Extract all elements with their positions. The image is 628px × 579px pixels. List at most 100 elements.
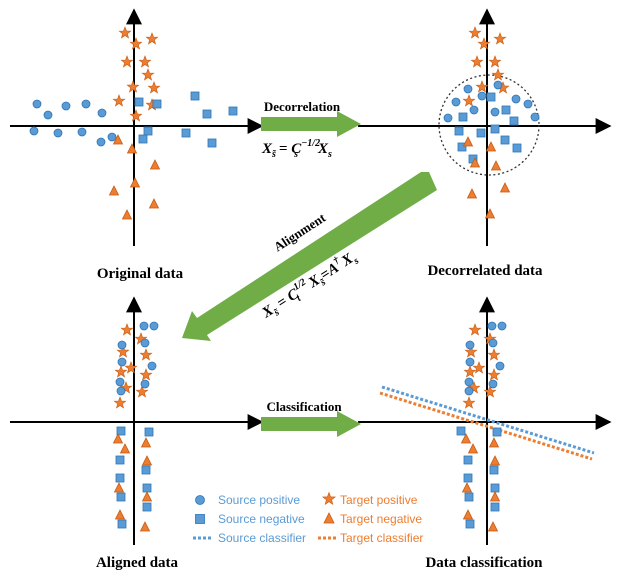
target-positive-point [129,37,143,50]
source-negative-point [486,92,496,102]
target-negative-point [149,159,161,170]
target-positive-point [468,323,482,336]
source-positive-point [115,377,125,387]
target-positive-point [475,80,489,93]
star-shape [321,491,337,506]
source-positive-point [443,113,453,123]
target-positive-point [491,68,505,81]
legend-source-positive: Source positive [218,493,300,507]
target-negative-point [114,509,126,520]
target-positive-point [472,361,486,374]
target-negative-point [112,134,124,145]
source-negative-point [142,483,152,493]
target-positive-point [120,55,134,68]
source-negative-point [202,109,212,119]
target-positive-point [463,365,477,378]
target-positive-point [477,37,491,50]
source-negative-point [490,124,500,134]
source-negative-point [456,426,466,436]
target-negative-point [113,482,125,493]
classification-arrow [261,411,361,437]
target-negative-point [469,157,481,168]
source-positive-point [116,386,126,396]
source-negative-point [457,142,467,152]
target-positive-point [468,26,482,39]
decorrelation-circle [438,74,540,176]
legend-source-negative-icon [195,514,205,524]
target-negative-point [119,443,131,454]
source-positive-point [61,101,71,111]
panel-classified-axes [358,296,612,545]
panel-aligned-axes [10,296,264,545]
source-negative-point [115,455,125,465]
source-negative-point [190,91,200,101]
source-negative-point [116,492,126,502]
target-negative-point [460,433,472,444]
target-negative-point [485,141,497,152]
source-positive-point [463,84,473,94]
source-negative-point [492,427,502,437]
target-negative-point [139,521,151,532]
source-negative-point [501,105,511,115]
source-positive-point [523,99,533,109]
target-negative-point [126,143,138,154]
source-positive-point [488,379,498,389]
source-positive-point [53,128,63,138]
target-positive-point [139,368,153,381]
legend-target-classifier: Target classifier [340,531,423,545]
target-negative-point [148,198,160,209]
target-positive-point [119,381,133,394]
caption-aligned: Aligned data [96,555,179,571]
source-negative-point [489,465,499,475]
legend: Source positive Source negative Source c… [193,491,423,545]
source-negative-point [490,502,500,512]
classification-label: Classification [266,399,342,414]
source-positive-point [487,321,497,331]
target-positive-point [488,55,502,68]
panel-decorrelated-points [443,26,540,219]
source-positive-point [97,108,107,118]
target-negative-point [490,160,502,171]
source-positive-point [469,105,479,115]
legend-source-classifier: Source classifier [218,531,306,545]
target-positive-point [114,365,128,378]
target-positive-point [135,385,149,398]
source-negative-point [141,465,151,475]
source-positive-point [497,321,507,331]
source-positive-point [140,379,150,389]
source-positive-point [32,99,42,109]
panel-aligned-points [112,321,159,532]
source-positive-point [490,107,500,117]
source-positive-point [117,340,127,350]
source-positive-point [488,338,498,348]
target-negative-point [487,521,499,532]
target-positive-point [147,81,161,94]
target-positive-point [129,109,143,122]
source-positive-point [530,112,540,122]
source-negative-point [476,128,486,138]
target-positive-point [462,94,476,107]
source-negative-point [463,455,473,465]
source-positive-point [495,361,505,371]
source-positive-point [107,132,117,142]
target-negative-point [141,455,153,466]
legend-source-positive-icon [195,495,205,505]
source-positive-point [77,127,87,137]
source-positive-point [117,357,127,367]
source-positive-point [149,321,159,331]
source-negative-point [207,138,217,148]
source-negative-point [465,519,475,529]
source-negative-point [464,492,474,502]
source-negative-point [152,99,162,109]
target-positive-point [487,368,501,381]
target-negative-point [484,208,496,219]
source-negative-point [463,473,473,483]
target-positive-point [126,80,140,93]
target-negative-point [462,509,474,520]
target-positive-point [112,94,126,107]
target-positive-point [124,361,138,374]
source-negative-point [490,483,500,493]
source-negative-point [143,126,153,136]
source-positive-point [29,126,39,136]
